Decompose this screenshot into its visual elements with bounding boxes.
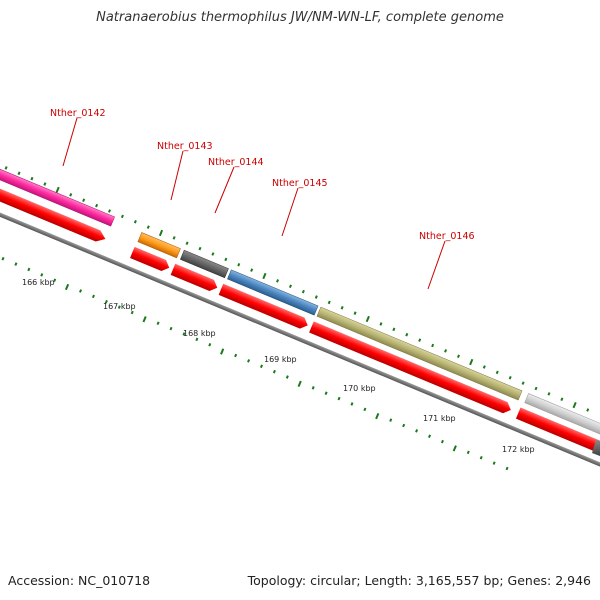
scale-label: 169 kbp: [264, 355, 297, 364]
gene-label-0146[interactable]: Nther_0146: [419, 231, 475, 242]
gene-bar-0144[interactable]: [180, 249, 229, 279]
leader-line-0143: [170, 150, 184, 201]
cds-arrow-0144[interactable]: [170, 263, 220, 294]
scale-label: 166 kbp: [22, 278, 55, 287]
cds-arrow-0145[interactable]: [218, 283, 310, 331]
scale-label: 172 kbp: [502, 445, 535, 454]
gene-bar-0146[interactable]: [316, 306, 523, 401]
genome-backbone: [0, 192, 600, 473]
gene-bar-edge[interactable]: [592, 440, 600, 456]
gene-bar-0143[interactable]: [137, 232, 181, 259]
gene-label-0143[interactable]: Nther_0143: [157, 141, 213, 152]
gene-label-0142[interactable]: Nther_0142: [50, 108, 106, 119]
leader-line-0142: [62, 117, 78, 167]
cds-arrow-0143[interactable]: [130, 246, 172, 273]
leader-line-0146: [427, 240, 446, 290]
accession-text: Accession: NC_010718: [8, 573, 151, 588]
genome-summary-text: Topology: circular; Length: 3,165,557 bp…: [247, 573, 591, 588]
upper-tick-row: [4, 166, 590, 412]
cds-arrow-0146[interactable]: [309, 321, 513, 415]
scale-label: 171 kbp: [423, 414, 456, 423]
gene-bar-next[interactable]: [524, 393, 600, 438]
genome-title: Natranaerobius thermophilus JW/NM-WN-LF,…: [96, 10, 504, 25]
leader-line-0144: [214, 166, 235, 214]
gene-label-0145[interactable]: Nther_0145: [272, 178, 328, 189]
cds-arrow-0142[interactable]: [0, 172, 108, 245]
gene-bar-0142[interactable]: [0, 155, 115, 227]
leader-line-0145: [281, 187, 299, 237]
scale-label: 167 kbp: [103, 302, 136, 311]
gene-label-0144[interactable]: Nther_0144: [208, 157, 264, 168]
lower-tick-row: [1, 256, 509, 471]
scale-label: 168 kbp: [183, 329, 216, 338]
scale-label: 170 kbp: [343, 384, 376, 393]
gene-bar-0145[interactable]: [227, 269, 319, 316]
